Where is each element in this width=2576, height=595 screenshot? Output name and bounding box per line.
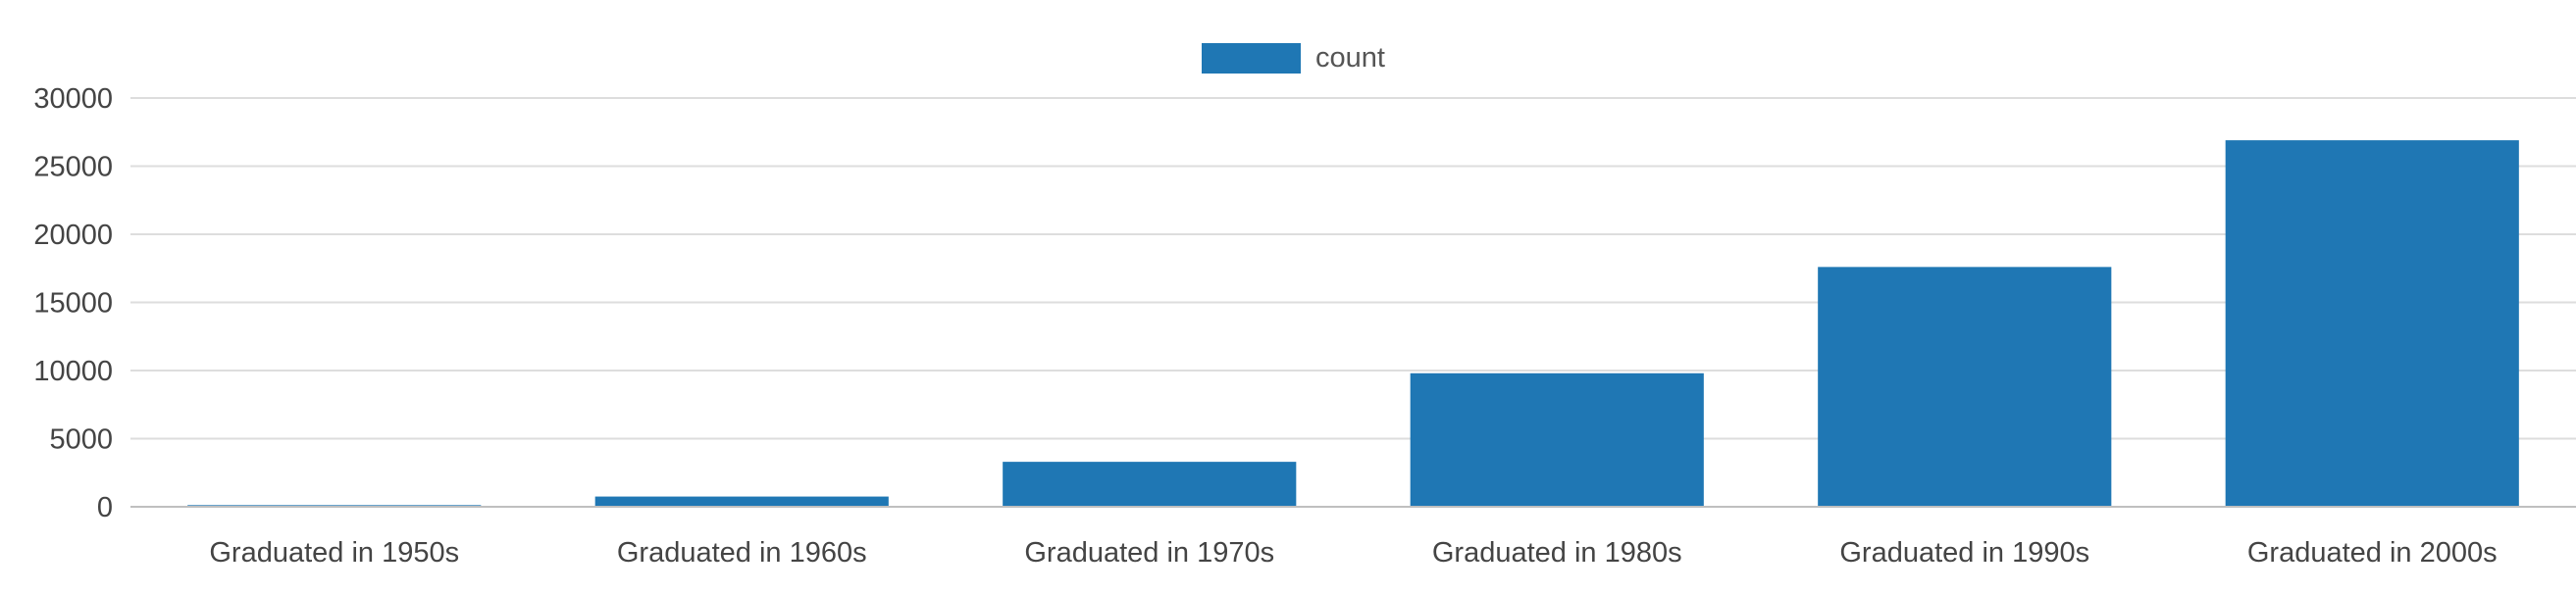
bar-3[interactable] <box>1003 462 1297 507</box>
x-axis-ticks: Graduated in 1950s Graduated in 1960s Grad… <box>209 537 2497 569</box>
x-tick-label: Graduated in 1970s <box>1024 537 1274 569</box>
x-tick-label: Graduated in 2000s <box>2247 537 2498 569</box>
bar-5[interactable] <box>1818 267 2112 507</box>
legend[interactable]: count <box>1202 42 1385 74</box>
bar-2[interactable] <box>594 496 889 507</box>
grid-lines <box>130 97 2576 440</box>
y-tick-label: 25000 <box>33 152 113 183</box>
x-tick-label: Graduated in 1980s <box>1432 537 1682 569</box>
x-tick-label: Graduated in 1990s <box>1839 537 2089 569</box>
bar-4[interactable] <box>1410 372 1704 507</box>
bar-6[interactable] <box>2225 140 2519 507</box>
y-tick-label: 10000 <box>33 356 113 387</box>
x-tick-label: Graduated in 1960s <box>617 537 867 569</box>
y-tick-label: 20000 <box>33 220 113 251</box>
y-axis-ticks: 0 5000 10000 15000 20000 25000 30000 <box>33 83 113 523</box>
y-tick-label: 5000 <box>49 424 113 456</box>
bars <box>187 140 2519 507</box>
legend-label: count <box>1315 42 1385 74</box>
y-tick-label: 30000 <box>33 83 113 115</box>
x-tick-label: Graduated in 1950s <box>209 537 459 569</box>
y-tick-label: 0 <box>97 492 113 523</box>
legend-swatch <box>1202 43 1301 74</box>
y-tick-label: 15000 <box>33 288 113 320</box>
